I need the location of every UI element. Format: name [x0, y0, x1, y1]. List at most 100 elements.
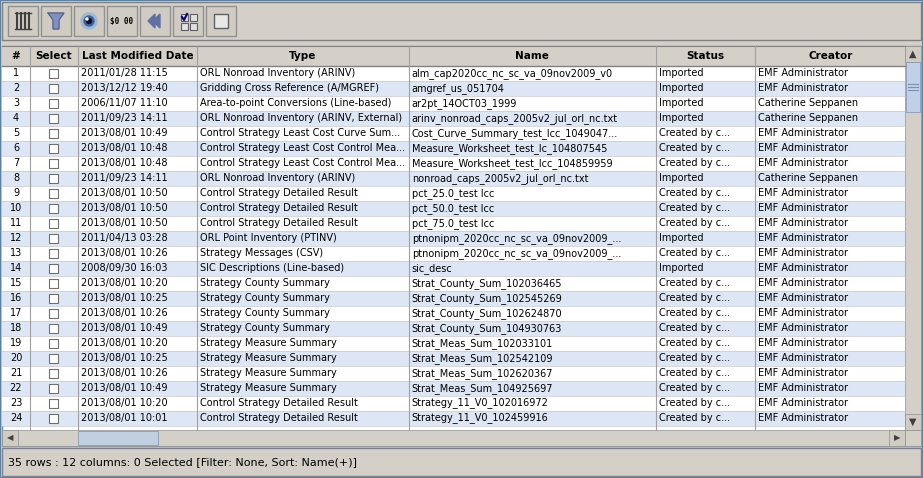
Text: 16: 16 [10, 293, 22, 303]
Bar [49, 324, 58, 333]
Bar [49, 264, 58, 273]
Text: EMF Administrator: EMF Administrator [759, 188, 848, 198]
Text: EMF Administrator: EMF Administrator [759, 398, 848, 408]
Text: Created by c...: Created by c... [659, 353, 730, 363]
Text: 2013/08/01 10:50: 2013/08/01 10:50 [80, 218, 167, 228]
Text: Created by c...: Created by c... [659, 158, 730, 168]
Text: 2013/08/01 10:26: 2013/08/01 10:26 [80, 248, 167, 258]
Text: Creator: Creator [808, 51, 853, 61]
Text: Control Strategy Least Cost Curve Sum...: Control Strategy Least Cost Curve Sum... [200, 129, 401, 139]
Text: 2013/08/01 10:25: 2013/08/01 10:25 [80, 293, 167, 303]
Text: Catherine Seppanen: Catherine Seppanen [759, 113, 858, 123]
Text: #: # [12, 51, 20, 61]
Bar [906, 62, 920, 112]
Text: ORL Nonroad Inventory (ARINV, External): ORL Nonroad Inventory (ARINV, External) [200, 113, 402, 123]
Bar [2, 350, 905, 366]
Text: Catherine Seppanen: Catherine Seppanen [759, 174, 858, 184]
Bar [49, 383, 58, 392]
Bar [8, 6, 38, 36]
Bar [74, 6, 104, 36]
Bar [2, 246, 905, 261]
Text: Measure_Worksheet_test_lc_104807545: Measure_Worksheet_test_lc_104807545 [412, 143, 607, 154]
Bar [2, 380, 905, 396]
Text: 2011/09/23 14:11: 2011/09/23 14:11 [80, 113, 167, 123]
Text: 2008/09/30 16:03: 2008/09/30 16:03 [80, 263, 167, 273]
Text: Area-to-point Conversions (Line-based): Area-to-point Conversions (Line-based) [200, 98, 391, 109]
Text: 35 rows : 12 columns: 0 Selected [Filter: None, Sort: Name(+)]: 35 rows : 12 columns: 0 Selected [Filter… [8, 457, 357, 467]
Text: Strat_County_Sum_102545269: Strat_County_Sum_102545269 [412, 293, 562, 304]
Bar [2, 276, 905, 291]
Text: 11: 11 [10, 218, 22, 228]
Bar [2, 305, 905, 321]
Bar [2, 111, 905, 126]
Text: EMF Administrator: EMF Administrator [759, 368, 848, 378]
Text: 17: 17 [10, 308, 22, 318]
Text: 3: 3 [13, 98, 19, 109]
Text: Strat_Meas_Sum_102542109: Strat_Meas_Sum_102542109 [412, 353, 553, 364]
Text: ptnonipm_2020cc_nc_sc_va_09nov2009_...: ptnonipm_2020cc_nc_sc_va_09nov2009_... [412, 248, 621, 259]
Text: 5: 5 [13, 129, 19, 139]
Text: Created by c...: Created by c... [659, 278, 730, 288]
Text: Created by c...: Created by c... [659, 308, 730, 318]
Bar [49, 219, 58, 228]
Text: sic_desc: sic_desc [412, 263, 452, 274]
Circle shape [87, 19, 91, 23]
Text: EMF Administrator: EMF Administrator [759, 353, 848, 363]
Bar [206, 6, 236, 36]
Text: 2013/08/01 10:50: 2013/08/01 10:50 [80, 188, 167, 198]
Bar [2, 231, 905, 246]
Text: Created by c...: Created by c... [659, 248, 730, 258]
Text: 24: 24 [10, 413, 22, 423]
Bar [49, 129, 58, 138]
Text: Created by c...: Created by c... [659, 413, 730, 423]
Text: Strat_County_Sum_102036465: Strat_County_Sum_102036465 [412, 278, 562, 289]
Bar [49, 69, 58, 78]
Bar [2, 2, 921, 40]
Text: Name: Name [515, 51, 549, 61]
Text: pct_75.0_test lcc: pct_75.0_test lcc [412, 218, 494, 229]
Text: Imported: Imported [659, 84, 703, 94]
Bar [905, 430, 921, 446]
Text: EMF Administrator: EMF Administrator [759, 338, 848, 348]
Text: Cost_Curve_Summary_test_lcc_1049047...: Cost_Curve_Summary_test_lcc_1049047... [412, 128, 617, 139]
Bar [181, 23, 188, 30]
Text: 2013/08/01 10:25: 2013/08/01 10:25 [80, 353, 167, 363]
Bar [107, 6, 137, 36]
Bar [2, 156, 905, 171]
Text: EMF Administrator: EMF Administrator [759, 413, 848, 423]
Text: 2013/08/01 10:49: 2013/08/01 10:49 [80, 383, 167, 393]
Bar [2, 126, 905, 141]
Bar [889, 430, 905, 446]
Text: ORL Nonroad Inventory (ARINV): ORL Nonroad Inventory (ARINV) [200, 174, 355, 184]
Text: Imported: Imported [659, 68, 703, 78]
Text: Strategy Messages (CSV): Strategy Messages (CSV) [200, 248, 323, 258]
Bar [2, 141, 905, 156]
Text: Created by c...: Created by c... [659, 143, 730, 153]
Bar [49, 338, 58, 348]
Bar [49, 159, 58, 168]
Text: 21: 21 [10, 368, 22, 378]
Text: 2011/04/13 03:28: 2011/04/13 03:28 [80, 233, 167, 243]
Text: Control Strategy Detailed Result: Control Strategy Detailed Result [200, 203, 358, 213]
Text: Strat_County_Sum_104930763: Strat_County_Sum_104930763 [412, 323, 562, 334]
Text: ◀: ◀ [6, 434, 13, 443]
Bar [2, 201, 905, 216]
Text: 22: 22 [10, 383, 22, 393]
Text: Strategy_11_V0_102016972: Strategy_11_V0_102016972 [412, 398, 548, 409]
Bar [2, 46, 905, 66]
Bar [49, 399, 58, 408]
Bar [49, 114, 58, 123]
Bar [214, 14, 228, 28]
Bar [2, 261, 905, 276]
Text: pct_50.0_test lcc: pct_50.0_test lcc [412, 203, 494, 214]
Text: EMF Administrator: EMF Administrator [759, 218, 848, 228]
Text: pct_25.0_test lcc: pct_25.0_test lcc [412, 188, 494, 199]
Text: Strategy County Summary: Strategy County Summary [200, 278, 330, 288]
Text: Last Modified Date: Last Modified Date [82, 51, 193, 61]
Text: SIC Descriptions (Line-based): SIC Descriptions (Line-based) [200, 263, 344, 273]
Bar [173, 6, 203, 36]
Text: 1: 1 [13, 68, 19, 78]
Bar [2, 366, 905, 380]
Bar [49, 189, 58, 198]
Bar [2, 430, 18, 446]
